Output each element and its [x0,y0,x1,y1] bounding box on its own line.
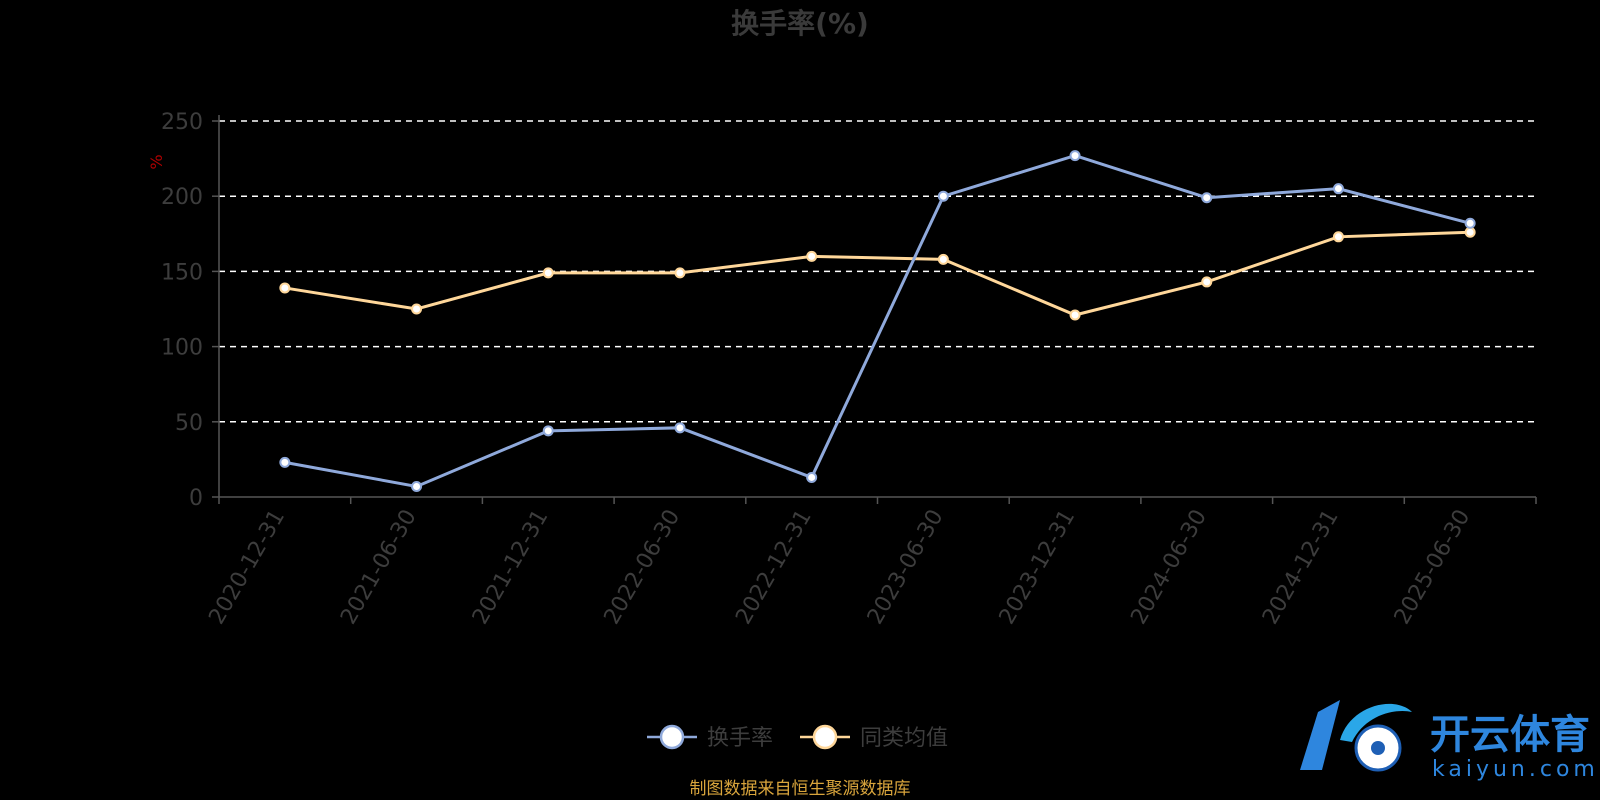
y-tick-label: 100 [161,336,203,361]
x-tick-label: 2022-12-31 [731,506,817,629]
data-point [279,282,291,294]
y-tick-label: 200 [161,185,203,210]
legend[interactable]: 换手率 同类均值 [647,724,948,751]
data-point [1332,231,1344,243]
logo-k-arm [1340,703,1412,742]
x-tick-label: 2021-12-31 [468,506,554,629]
data-point [674,422,686,434]
legend-label: 换手率 [707,726,773,751]
legend-label: 同类均值 [860,726,948,751]
data-point [937,190,949,202]
x-tick-label: 2020-12-31 [204,506,290,629]
series-line-0 [284,154,1471,489]
data-point [1464,217,1476,229]
x-tick-label: 2021-06-30 [336,506,422,629]
data-point [806,250,818,262]
source-note: 制图数据来自恒生聚源数据库 [690,779,911,799]
data-point [542,267,554,279]
y-tick-label: 150 [161,260,203,285]
series-line-1 [284,230,1471,317]
grid-lines [219,120,1536,423]
x-tick-label: 2024-06-30 [1126,506,1212,629]
data-point [1069,309,1081,321]
logo-k-mark [1300,700,1340,770]
data-point [411,480,423,492]
y-axis-unit: % [147,154,166,169]
data-point [1201,192,1213,204]
chart-title: 换手率(%) [731,7,869,40]
x-tick-label: 2023-06-30 [863,506,949,629]
data-point [1069,150,1081,162]
y-tick-label: 50 [175,411,203,436]
legend-marker [659,724,685,750]
x-tick-label: 2023-12-31 [995,506,1081,629]
x-tick-label: 2025-06-30 [1390,506,1476,629]
series-lines [279,150,1476,492]
data-point [1464,226,1476,238]
logo-en-text: kaiyun.com [1432,757,1599,782]
data-point [411,303,423,315]
data-point [674,267,686,279]
data-point [1332,183,1344,195]
legend-marker [812,724,838,750]
x-tick-label: 2022-06-30 [600,506,686,629]
logo-cn-text: 开云体育 [1430,712,1590,758]
data-point [806,471,818,483]
data-point [279,456,291,468]
x-tick-label: 2024-12-31 [1258,506,1344,629]
y-tick-label: 0 [189,486,203,511]
y-tick-label: 250 [161,110,203,135]
data-point [937,253,949,265]
watermark-logo: 开云体育 kaiyun.com [1300,700,1599,782]
data-point [1201,276,1213,288]
data-point [542,425,554,437]
